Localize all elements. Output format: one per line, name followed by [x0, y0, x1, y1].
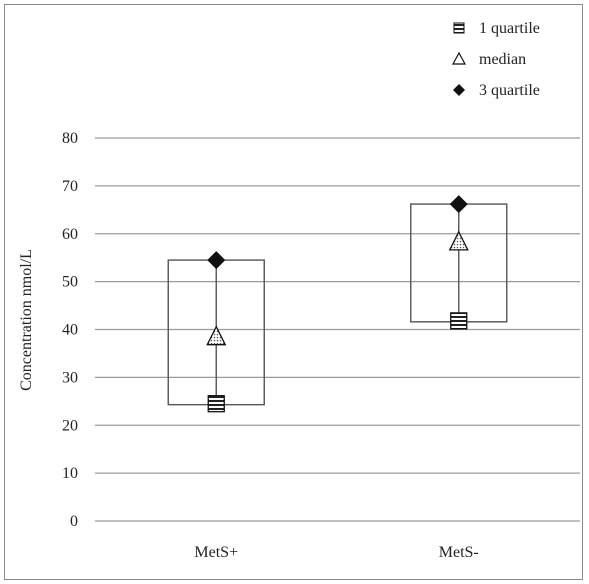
y-tick-label: 20: [62, 417, 78, 434]
legend-item: median: [451, 51, 526, 68]
x-axis-ticks: MetS+ MetS-: [194, 544, 478, 561]
x-tick-label: MetS-: [439, 544, 479, 561]
data-point: [450, 312, 468, 330]
legend-swatch: [451, 51, 467, 65]
y-tick-label: 50: [62, 274, 78, 291]
legend: 1 quartile median 3 quartile: [451, 20, 540, 99]
y-tick-label: 0: [70, 513, 78, 530]
gridlines: [95, 137, 580, 522]
legend-item: 1 quartile: [453, 20, 540, 37]
data-point: [207, 251, 226, 270]
legend-swatch: [453, 22, 465, 34]
y-tick-label: 70: [62, 178, 78, 195]
legend-swatch: [453, 84, 465, 96]
x-tick-label: MetS+: [194, 544, 238, 561]
data-markers: [206, 195, 469, 413]
y-axis-title: Concentration nmol/L: [18, 249, 35, 391]
y-tick-label: 10: [62, 465, 78, 482]
legend-label: 1 quartile: [479, 20, 540, 37]
data-point: [206, 325, 227, 346]
y-tick-label: 60: [62, 226, 78, 243]
y-tick-label: 80: [62, 130, 78, 147]
chart-frame: [4, 4, 583, 580]
data-point: [207, 395, 225, 413]
y-tick-label: 30: [62, 369, 78, 386]
data-point: [448, 230, 469, 251]
y-axis-ticks: 0 10 20 30 40 50 60 70 80: [62, 130, 78, 530]
legend-label: median: [479, 51, 526, 68]
y-tick-label: 40: [62, 322, 78, 339]
data-point: [449, 195, 468, 214]
legend-item: 3 quartile: [453, 82, 540, 99]
legend-label: 3 quartile: [479, 82, 540, 99]
